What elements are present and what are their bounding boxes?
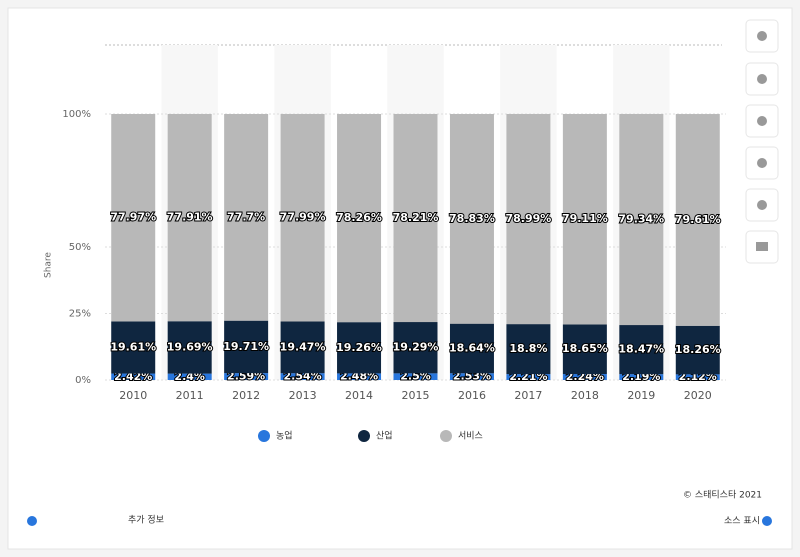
y-tick-label: 100% [62,109,91,120]
x-tick-label: 2015 [402,389,430,402]
bar-segment [280,321,325,374]
bar-segment [449,373,494,380]
legend-label: 산업 [376,431,393,442]
bar-segment [675,374,720,380]
data-label: 19.47% [280,340,326,353]
data-label: 78.21% [393,211,439,224]
data-label: 19.69% [167,340,213,353]
data-label: 19.29% [393,341,439,354]
data-label: 78.99% [505,212,551,225]
source-link[interactable]: 소스 표시 [724,516,760,527]
bar-segment [393,322,438,374]
bar-segment [506,114,551,325]
y-tick-label: 50% [69,242,91,253]
bar-segment [506,374,551,380]
data-label: 79.11% [562,212,608,225]
data-label: 77.99% [280,211,326,224]
bar-segment [619,325,664,375]
bar-segment [224,320,269,374]
bar-segment [111,114,156,322]
bar-segment [280,114,325,322]
bar-segment [506,324,551,375]
x-tick-label: 2018 [571,389,599,402]
data-label: 78.83% [449,212,495,225]
bar-segment [562,324,607,375]
x-tick-label: 2012 [232,389,260,402]
bar-segment [562,114,607,325]
y-axis-title: Share [44,252,54,278]
data-label: 19.61% [110,340,156,353]
data-label: 77.7% [227,210,265,223]
bar-segment [337,373,382,380]
data-label: 18.26% [675,343,721,356]
bar-segment [619,114,664,326]
bar-segment [167,321,212,374]
data-label: 18.8% [509,342,547,355]
y-tick-label: 0% [75,375,91,386]
data-label: 19.26% [336,341,382,354]
x-tick-label: 2019 [627,389,655,402]
x-tick-label: 2016 [458,389,486,402]
bar-segment [675,114,720,326]
x-tick-label: 2013 [289,389,317,402]
data-label: 18.47% [618,343,664,356]
bar-segment [337,114,382,323]
bar-segment [224,114,269,321]
bar-segment [167,373,212,380]
data-label: 78.26% [336,211,382,224]
bar-segment [562,374,607,380]
x-tick-label: 2014 [345,389,373,402]
data-label: 19.71% [223,340,269,353]
bar-segment [449,323,494,374]
x-tick-label: 2017 [514,389,542,402]
bar-segment [111,321,156,374]
x-tick-label: 2011 [176,389,204,402]
bar-segment [393,373,438,380]
data-label: 77.91% [167,211,213,224]
legend-marker [440,430,452,442]
legend-marker [258,430,270,442]
data-label: 79.34% [618,213,664,226]
bar-segment [224,373,269,380]
bar-segment [449,114,494,324]
x-tick-label: 2010 [119,389,147,402]
more-info[interactable]: 추가 정보 [128,515,164,526]
bar-segment [337,322,382,374]
bar-segment [619,374,664,380]
bar-segment [167,114,212,322]
bar-segment [675,325,720,375]
credit: © 스태티스타 2021 [683,490,762,501]
bar-segment [111,373,156,380]
legend-marker [358,430,370,442]
data-label: 18.64% [449,341,495,354]
legend-label: 농업 [276,431,293,442]
bar-segment [280,373,325,380]
x-tick-label: 2020 [684,389,712,402]
data-label: 77.97% [110,211,156,224]
data-label: 79.61% [675,213,721,226]
legend-label: 서비스 [458,431,483,442]
bar-segment [393,114,438,323]
data-label: 18.65% [562,342,608,355]
y-tick-label: 25% [69,309,91,320]
